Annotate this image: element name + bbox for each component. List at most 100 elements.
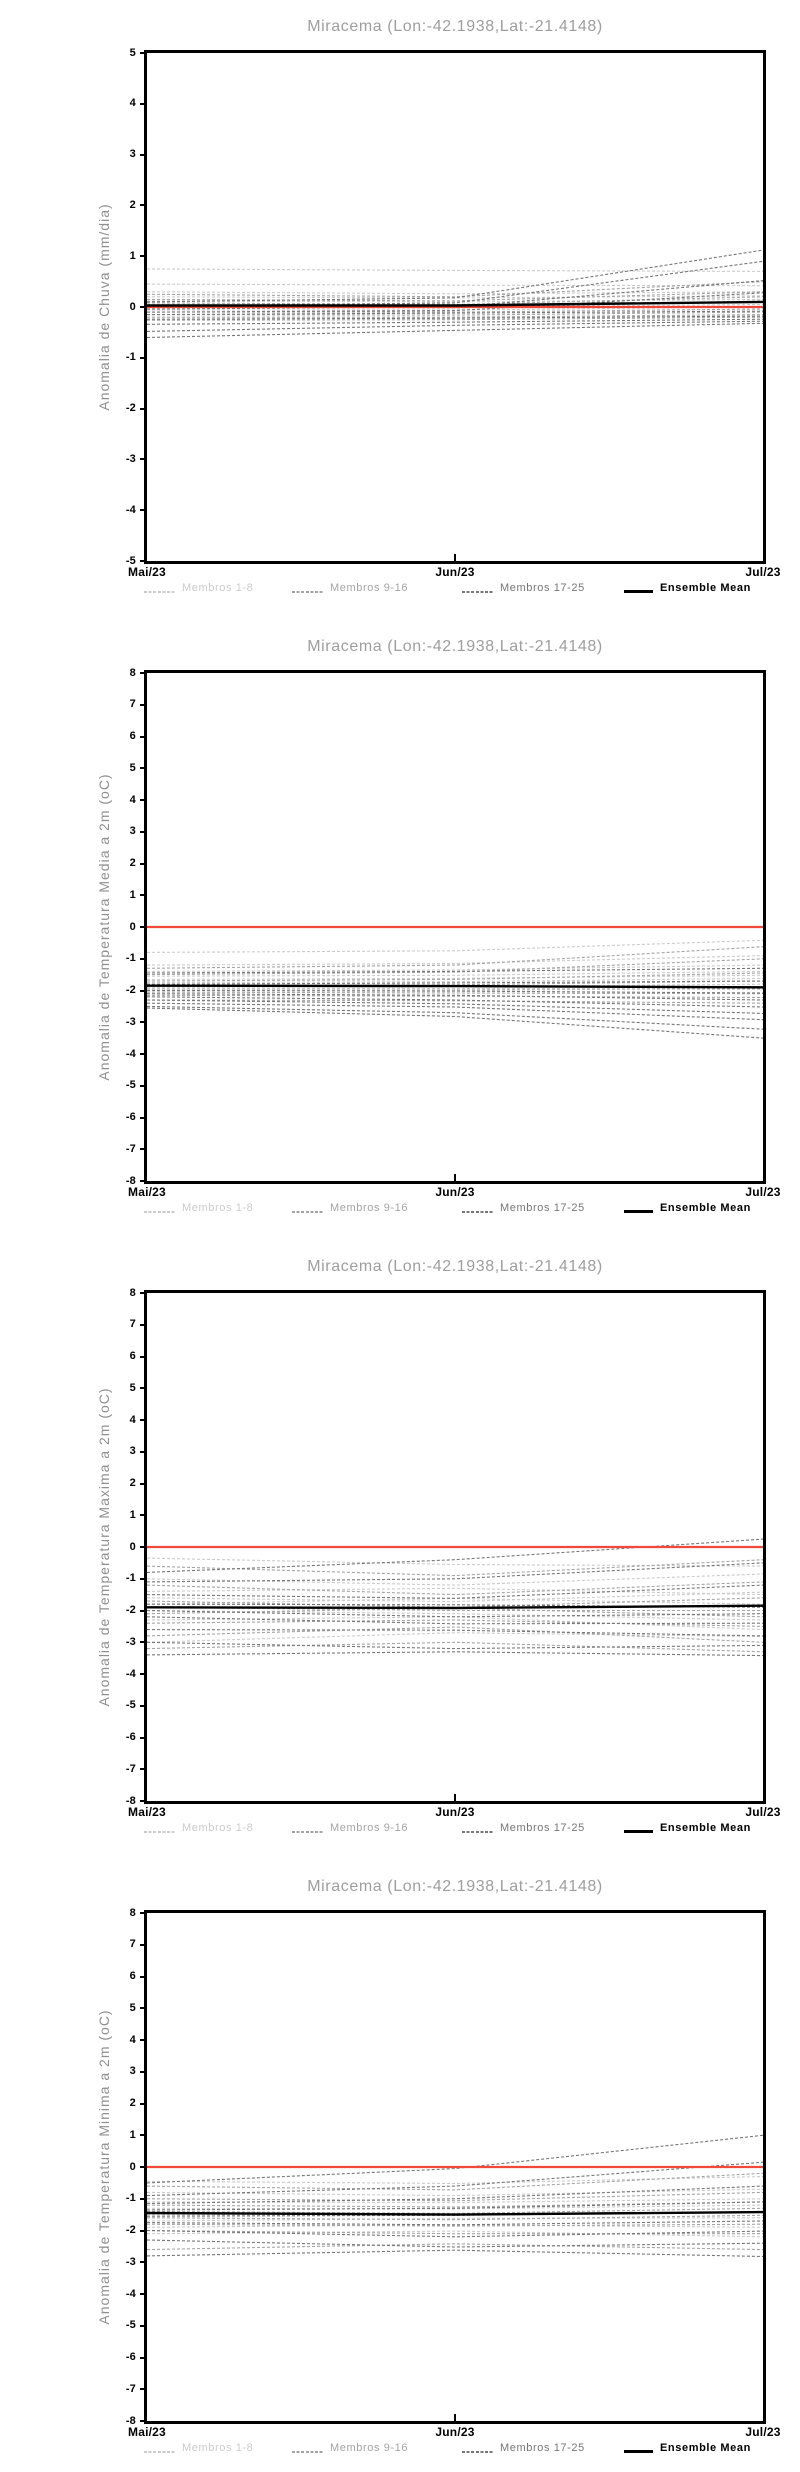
member-line (147, 1005, 763, 1030)
y-tick-label: 4 (129, 1413, 136, 1426)
y-tick-mark (140, 989, 147, 992)
ensemble-mean-line (147, 1604, 763, 1610)
member-line (147, 946, 763, 969)
y-tick-mark (140, 735, 147, 738)
member-line (147, 314, 763, 318)
y-tick-label: 5 (129, 761, 136, 774)
y-tick-label: 4 (129, 97, 136, 110)
member-line (147, 1641, 763, 1650)
y-tick-mark (140, 672, 147, 674)
y-tick-label: 6 (129, 730, 136, 742)
member-line (147, 2249, 763, 2258)
y-tick-mark (140, 1292, 147, 1294)
member-line (147, 2220, 763, 2226)
y-tick-label: 6 (129, 1350, 136, 1362)
y-tick-mark (140, 1736, 147, 1739)
member-line (147, 980, 763, 985)
y-tick-label: -1 (125, 2192, 136, 2205)
member-line (147, 964, 763, 972)
y-tick-label: -6 (125, 1731, 136, 1743)
y-tick-mark (140, 1116, 147, 1119)
y-tick-label: 7 (129, 1938, 136, 1951)
y-tick-label: 4 (129, 793, 136, 806)
x-tick-mark-mid (454, 554, 456, 561)
y-tick-label: -8 (125, 2414, 136, 2427)
y-tick-mark (140, 204, 147, 207)
member-line (147, 296, 763, 306)
y-tick-mark (140, 1084, 147, 1087)
chart-block-3: Miracema (Lon:-42.1938,Lat:-21.4148) Anom… (0, 1240, 800, 1858)
y-tick-mark (140, 356, 147, 359)
legend-label: Membros 9-16 (330, 1202, 409, 1214)
legend-label: Membros 9-16 (330, 2442, 409, 2454)
y-tick-label: -5 (125, 1079, 136, 1092)
y-tick-label: 2 (129, 1477, 136, 1489)
member-line (147, 1557, 763, 1567)
y-tick-label: 4 (129, 2033, 136, 2046)
y-tick-label: 0 (129, 2160, 136, 2173)
member-line (147, 2201, 763, 2211)
y-tick-mark (140, 2197, 147, 2200)
y-tick-mark (140, 255, 147, 258)
y-tick-label: -5 (125, 554, 136, 567)
x-tick-mark-mid (454, 1794, 456, 1801)
y-tick-label: -4 (125, 1047, 136, 1060)
y-tick-label: -3 (125, 452, 136, 465)
member-line (147, 994, 763, 999)
y-tick-mark (140, 1387, 147, 1390)
member-line (147, 1591, 763, 1603)
chart-title: Miracema (Lon:-42.1938,Lat:-21.4148) (307, 18, 603, 35)
y-tick-mark (140, 1641, 147, 1644)
y-tick-label: 5 (129, 1381, 136, 1394)
member-line (147, 939, 763, 953)
legend-dash-sample (144, 591, 175, 593)
y-tick-mark (140, 2102, 147, 2105)
legend-dash-sample (462, 1211, 493, 1213)
y-tick-label: 2 (129, 2097, 136, 2109)
member-line (147, 2204, 763, 2210)
y-tick-label: 6 (129, 1970, 136, 1982)
y-tick-label: -1 (125, 1572, 136, 1585)
member-line (147, 2185, 763, 2205)
legend-dash-sample (144, 2451, 175, 2453)
y-tick-label: -3 (125, 1635, 136, 1648)
member-line (147, 292, 763, 313)
y-tick-mark (140, 458, 147, 461)
legend-mean-sample (624, 1210, 653, 1213)
member-line (147, 281, 763, 298)
y-tick-label: 3 (129, 825, 136, 838)
y-tick-label: -2 (125, 2224, 136, 2236)
y-tick-mark (140, 2070, 147, 2073)
y-tick-mark (140, 1943, 147, 1946)
y-tick-label: -8 (125, 1174, 136, 1187)
y-tick-mark (140, 957, 147, 960)
member-line (147, 311, 763, 316)
member-line (147, 295, 763, 299)
y-tick-mark (140, 1577, 147, 1580)
member-line (147, 310, 763, 316)
legend-label: Membros 17-25 (500, 582, 585, 594)
legend-mean-sample (624, 1830, 653, 1833)
legend-dash-sample (462, 1831, 493, 1833)
y-tick-label: -2 (125, 984, 136, 996)
legend-dash-sample (144, 1211, 175, 1213)
chart-block-1: Miracema (Lon:-42.1938,Lat:-21.4148) Anom… (0, 0, 800, 618)
y-tick-label: 3 (129, 1445, 136, 1458)
y-tick-mark (140, 1975, 147, 1978)
legend-mean-sample (624, 2450, 653, 2453)
legend: Membros 1-8 Membros 9-16 Membros 17-25 Ense… (0, 2442, 800, 2460)
x-axis-label: Jul/23 (745, 1185, 781, 1199)
y-tick-mark (140, 799, 147, 801)
y-tick-label: 0 (129, 1540, 136, 1553)
y-tick-label: 1 (129, 1508, 136, 1521)
member-line (147, 291, 763, 295)
member-line (147, 2201, 763, 2208)
member-line (147, 249, 763, 303)
member-line (147, 989, 763, 994)
y-tick-mark (140, 2039, 147, 2041)
y-tick-label: 3 (129, 2065, 136, 2078)
member-line (147, 260, 763, 307)
member-line (147, 1597, 763, 1605)
y-tick-label: -7 (125, 1762, 136, 1775)
